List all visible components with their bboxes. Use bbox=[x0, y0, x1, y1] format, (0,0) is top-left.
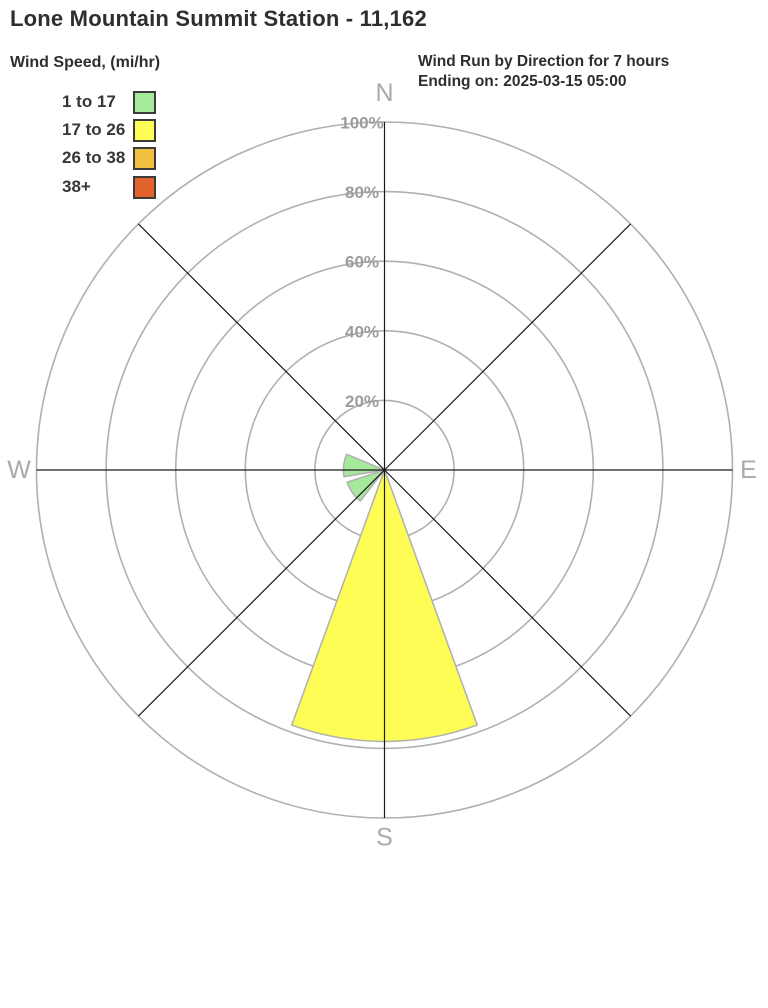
ring-label-40: 40% bbox=[345, 322, 379, 341]
compass-labels: N E S W bbox=[7, 79, 757, 852]
legend-swatch bbox=[133, 147, 156, 170]
chart-subtitle-line1: Wind Run by Direction for 7 hours bbox=[418, 53, 670, 70]
petal-sw bbox=[346, 469, 386, 502]
legend-label: 26 to 38 bbox=[62, 148, 126, 167]
ring-label-100: 100% bbox=[340, 114, 383, 133]
legend-label: 38+ bbox=[62, 177, 91, 196]
spoke-225 bbox=[137, 469, 385, 717]
spoke-315 bbox=[137, 223, 385, 471]
chart-subtitle-line2: Ending on: 2025-03-15 05:00 bbox=[418, 72, 627, 90]
legend-swatch bbox=[133, 176, 156, 199]
compass-label-w: W bbox=[7, 456, 31, 484]
compass-label-e: E bbox=[740, 456, 757, 484]
ring-label-60: 60% bbox=[345, 253, 379, 272]
legend-row: 1 to 17 bbox=[62, 91, 182, 115]
compass-label-n: N bbox=[375, 79, 393, 107]
legend-label: 17 to 26 bbox=[62, 120, 126, 139]
legend-swatch bbox=[133, 119, 156, 142]
spoke-45 bbox=[384, 223, 632, 471]
ring-percent-labels: 20% 40% 60% 80% 100% bbox=[340, 114, 383, 411]
polar-grid-spokes bbox=[36, 122, 733, 818]
legend-row: 26 to 38 bbox=[62, 147, 182, 171]
petal-w bbox=[342, 453, 386, 478]
compass-label-s: S bbox=[376, 824, 393, 852]
ring-label-80: 80% bbox=[345, 183, 379, 202]
spoke-135 bbox=[384, 469, 632, 717]
chart-subtitle: Wind Run by Direction for 7 hours Ending… bbox=[418, 52, 669, 91]
legend-row: 17 to 26 bbox=[62, 119, 182, 143]
legend-label: 1 to 17 bbox=[62, 92, 116, 111]
legend-row: 38+ bbox=[62, 176, 182, 200]
page-title: Lone Mountain Summit Station - 11,162 bbox=[10, 6, 427, 31]
legend-title: Wind Speed, (mi/hr) bbox=[10, 54, 161, 71]
legend-swatch bbox=[133, 91, 156, 114]
ring-label-20: 20% bbox=[345, 392, 379, 411]
